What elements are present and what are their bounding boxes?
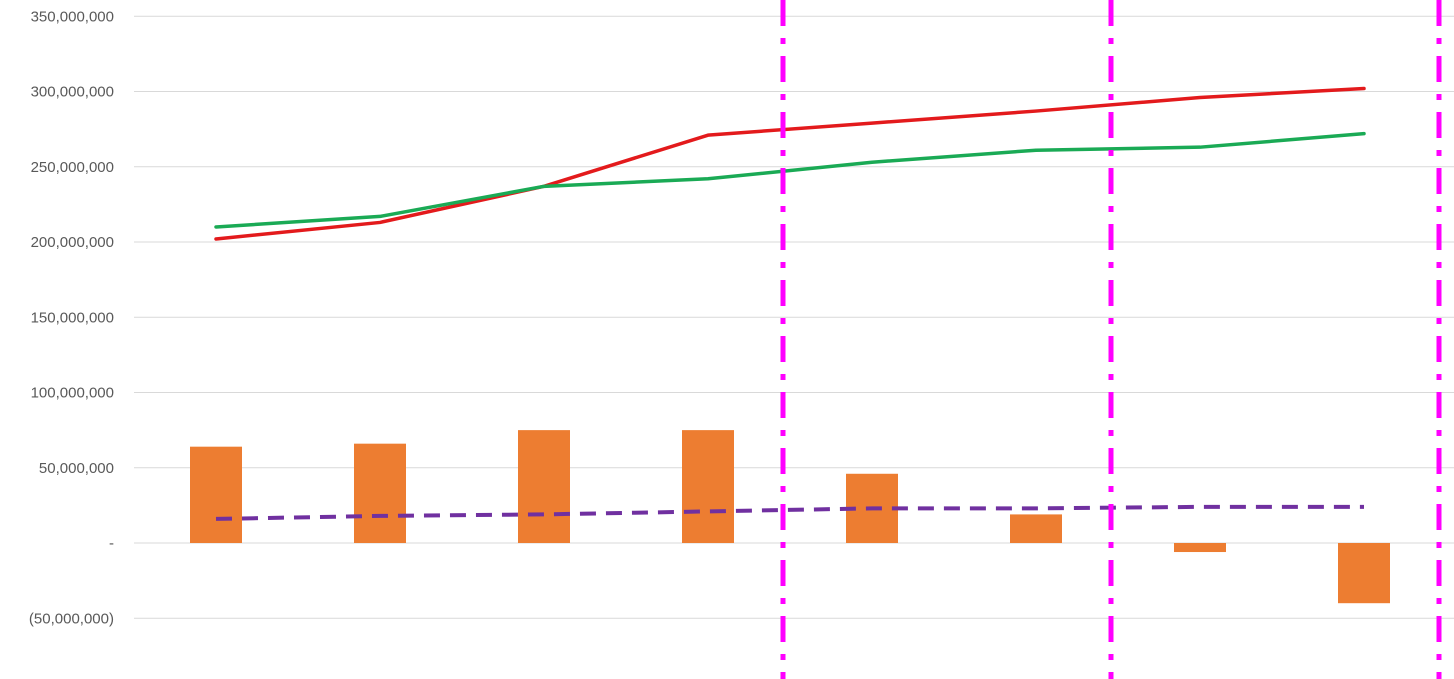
series-line xyxy=(214,86,1366,241)
y-tick-label: 300,000,000 xyxy=(31,84,114,101)
bar xyxy=(518,430,570,543)
line-series xyxy=(214,86,1366,521)
bar xyxy=(190,446,242,543)
y-tick-label: (50,000,000) xyxy=(29,610,114,627)
y-tick-label: 250,000,000 xyxy=(31,159,114,176)
bar xyxy=(682,430,734,543)
gridlines xyxy=(134,15,1454,619)
y-tick-label: 350,000,000 xyxy=(31,8,114,25)
bar xyxy=(1338,543,1390,604)
y-axis-labels: 350,000,000 300,000,000 250,000,000 200,000… xyxy=(29,8,114,627)
bar-series xyxy=(190,430,1390,604)
bar xyxy=(354,443,406,543)
series-line xyxy=(214,131,1366,229)
y-tick-label: 50,000,000 xyxy=(39,460,114,477)
bar xyxy=(1010,514,1062,543)
y-tick-label: 100,000,000 xyxy=(31,385,114,402)
dashed-series-line xyxy=(215,504,1364,521)
vertical-marker-lines xyxy=(780,0,1442,679)
bar xyxy=(1174,543,1226,553)
y-tick-label: - xyxy=(109,535,114,552)
y-tick-label: 150,000,000 xyxy=(31,309,114,326)
y-tick-label: 200,000,000 xyxy=(31,234,114,251)
